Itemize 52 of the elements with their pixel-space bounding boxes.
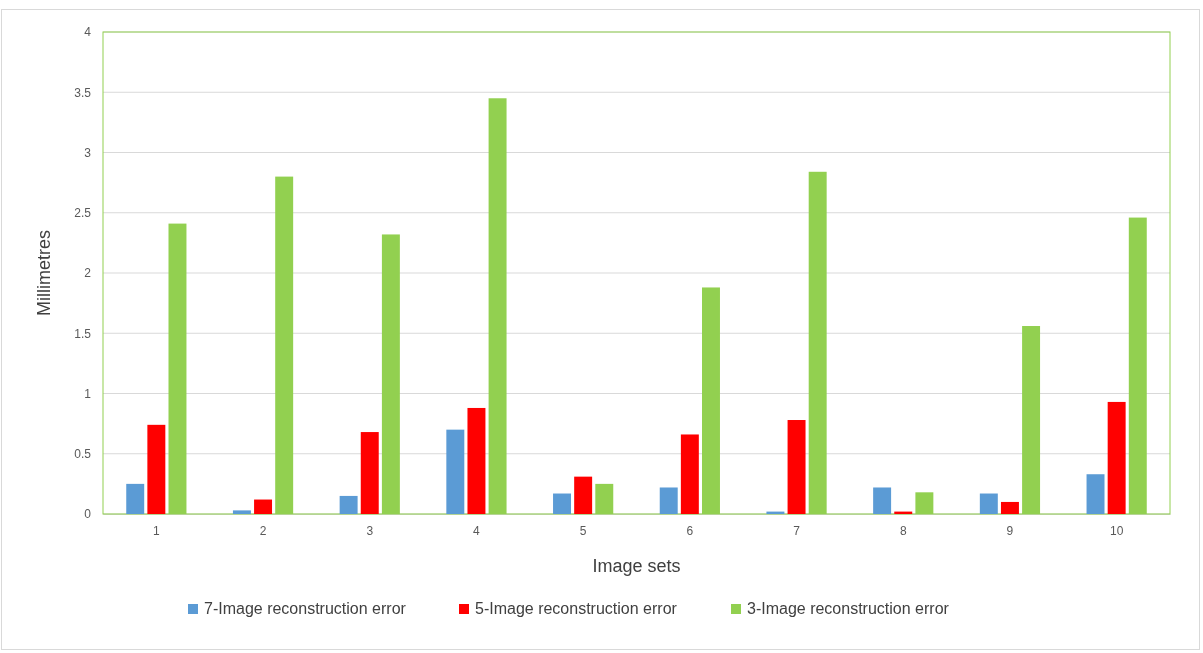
x-tick-label: 1 [153,523,161,538]
bar [979,493,998,514]
x-tick-label: 7 [793,523,801,538]
bar [702,287,720,514]
bar [873,487,892,514]
bar [808,171,827,514]
bar [126,483,145,514]
bar [446,429,465,514]
y-tick-label: 1 [84,386,92,401]
bar [339,495,358,514]
bar [275,176,294,514]
legend-label: 3-Image reconstruction error [747,600,950,617]
x-tick-label: 4 [473,523,481,538]
bar [1022,326,1041,514]
bar [1000,501,1019,514]
x-tick-label: 5 [579,523,587,538]
bar [254,499,273,514]
x-tick-label: 3 [366,523,374,538]
bar [574,476,593,514]
bar [595,483,614,514]
bar [1128,217,1147,514]
bar [659,487,678,514]
x-tick-label: 10 [1109,523,1124,538]
bar [488,98,507,514]
y-tick-label: 0.5 [74,447,92,462]
y-tick-label: 3.5 [74,85,92,100]
x-tick-label: 6 [686,523,694,538]
x-axis-title: Image sets [592,556,681,576]
x-tick-label: 2 [259,523,267,538]
bar [553,493,571,514]
bar [168,223,187,514]
bar [232,510,251,514]
x-tick-label: 8 [899,523,907,538]
bar [915,492,934,514]
bar [787,420,806,514]
bar [360,432,379,514]
bar [467,407,486,514]
y-tick-label: 2.5 [74,206,92,221]
bar [680,434,699,514]
legend-label: 5-Image reconstruction error [475,600,678,617]
legend-label: 7-Image reconstruction error [204,600,407,617]
bar [381,234,400,514]
bar [147,424,166,514]
y-axis-title: Millimetres [34,229,54,317]
x-tick-label: 9 [1006,523,1014,538]
bar [1086,474,1105,514]
y-tick-label: 4 [84,25,92,40]
y-tick-label: 0 [84,507,92,522]
bar [1107,401,1126,514]
y-tick-label: 2 [84,266,92,281]
y-tick-label: 1.5 [74,326,92,341]
y-tick-label: 3 [84,145,92,160]
